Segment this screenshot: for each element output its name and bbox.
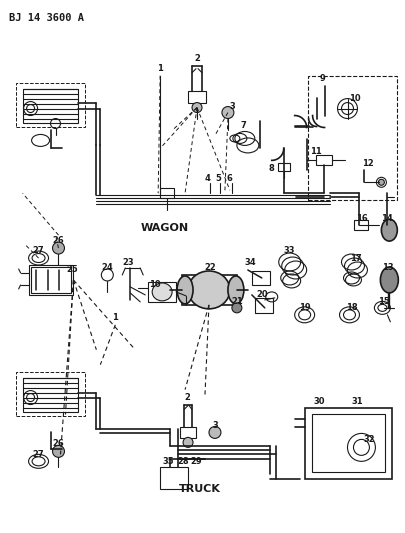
Text: 11: 11 xyxy=(310,147,322,156)
Bar xyxy=(31,267,71,293)
Ellipse shape xyxy=(380,267,399,293)
Bar xyxy=(354,220,369,230)
Text: BJ 14 3600 A: BJ 14 3600 A xyxy=(9,13,84,23)
Text: 26: 26 xyxy=(53,236,64,245)
Circle shape xyxy=(183,438,193,447)
Text: 27: 27 xyxy=(33,246,45,255)
Text: 2: 2 xyxy=(184,393,190,402)
Bar xyxy=(278,163,290,171)
Text: 22: 22 xyxy=(204,263,216,272)
Text: 13: 13 xyxy=(382,263,393,272)
Circle shape xyxy=(209,426,221,439)
Ellipse shape xyxy=(382,219,397,241)
Text: 18: 18 xyxy=(346,303,357,312)
Text: 17: 17 xyxy=(350,254,361,263)
Circle shape xyxy=(232,303,242,313)
Bar xyxy=(160,188,174,198)
Text: 34: 34 xyxy=(244,257,256,266)
Text: 5: 5 xyxy=(215,174,221,183)
Circle shape xyxy=(53,242,64,254)
Text: 35: 35 xyxy=(162,457,174,466)
Bar xyxy=(148,282,176,302)
Text: 7: 7 xyxy=(241,121,247,130)
Ellipse shape xyxy=(177,276,193,304)
Text: 30: 30 xyxy=(314,397,325,406)
Text: 1: 1 xyxy=(157,64,163,73)
Text: 9: 9 xyxy=(320,74,326,83)
Text: 23: 23 xyxy=(122,257,134,266)
Bar xyxy=(188,91,206,102)
Bar xyxy=(16,83,85,127)
Text: TRUCK: TRUCK xyxy=(179,484,221,494)
Text: 29: 29 xyxy=(190,457,202,466)
Bar xyxy=(29,265,73,295)
Text: 32: 32 xyxy=(364,435,375,444)
Bar xyxy=(315,156,332,165)
Text: 4: 4 xyxy=(205,174,211,183)
Text: 21: 21 xyxy=(231,297,243,306)
Bar xyxy=(180,427,196,439)
Text: 20: 20 xyxy=(256,290,268,300)
Ellipse shape xyxy=(228,276,244,304)
Text: WAGON: WAGON xyxy=(141,223,189,233)
Text: 16: 16 xyxy=(356,214,367,223)
Text: 33: 33 xyxy=(284,246,296,255)
Bar xyxy=(255,298,273,313)
Ellipse shape xyxy=(188,271,230,309)
Circle shape xyxy=(222,107,234,118)
Text: 25: 25 xyxy=(66,265,78,274)
Text: 15: 15 xyxy=(379,297,390,306)
Text: 12: 12 xyxy=(362,159,373,168)
Text: 2: 2 xyxy=(194,54,200,63)
Circle shape xyxy=(53,446,64,457)
Text: 24: 24 xyxy=(102,263,113,272)
Text: 10: 10 xyxy=(149,280,161,289)
Text: 27: 27 xyxy=(33,450,45,459)
Bar xyxy=(182,275,237,305)
Bar xyxy=(160,467,188,489)
Text: 19: 19 xyxy=(299,303,311,312)
Text: 10: 10 xyxy=(349,94,360,103)
Text: 31: 31 xyxy=(352,397,363,406)
Bar xyxy=(16,372,85,416)
Text: 28: 28 xyxy=(177,457,189,466)
Text: 3: 3 xyxy=(212,421,218,430)
Bar xyxy=(23,88,79,124)
Bar xyxy=(252,271,270,285)
Circle shape xyxy=(378,179,384,185)
Text: 6: 6 xyxy=(227,174,233,183)
Bar xyxy=(308,76,397,200)
Text: 8: 8 xyxy=(269,164,275,173)
Text: 3: 3 xyxy=(229,102,235,111)
Text: 1: 1 xyxy=(112,313,118,322)
Text: 26: 26 xyxy=(53,439,64,448)
Ellipse shape xyxy=(152,283,172,301)
Bar xyxy=(23,377,79,413)
Circle shape xyxy=(192,102,202,112)
Bar xyxy=(305,408,392,479)
Text: 14: 14 xyxy=(382,214,393,223)
Bar xyxy=(311,415,386,472)
